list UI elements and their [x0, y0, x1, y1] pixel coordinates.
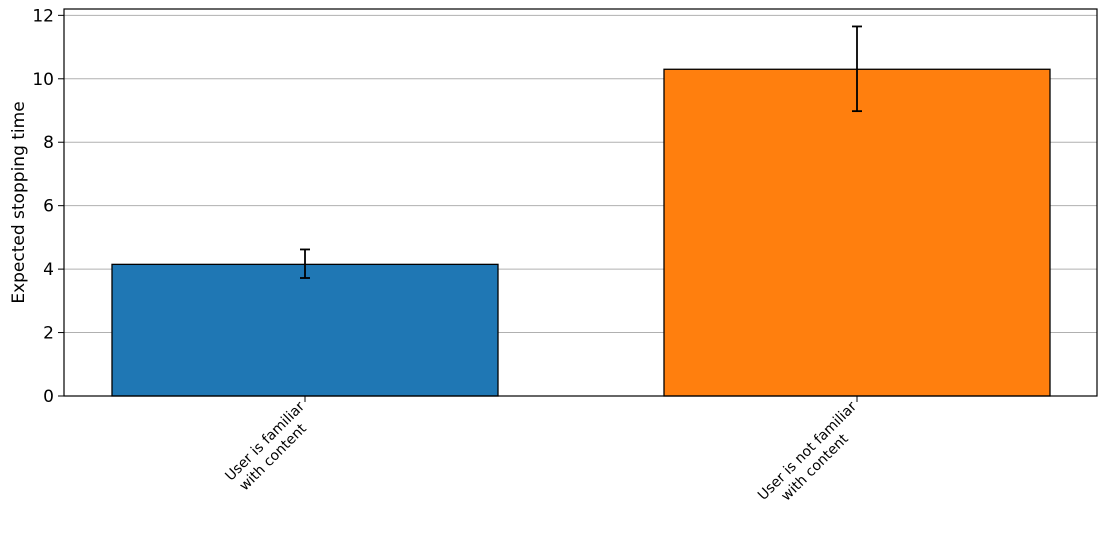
y-tick-label: 12 [32, 6, 54, 26]
x-tick-label-line: User is not familiar [755, 399, 860, 504]
y-tick-label: 10 [32, 70, 54, 90]
bars-group [111, 68, 1051, 397]
error-bars-group [300, 25, 862, 279]
y-axis-title: Expected stopping time [9, 101, 29, 303]
plot-frame [63, 8, 1098, 397]
y-axis: 0 2 4 6 8 10 12 [32, 6, 64, 407]
bar-1 [111, 263, 499, 397]
y-tick-label: 8 [43, 133, 54, 153]
y-tick-label: 4 [43, 260, 54, 280]
error-bar-2 [852, 25, 862, 113]
y-tick-label: 6 [43, 197, 54, 217]
bar-2 [663, 68, 1051, 397]
y-tick-label: 2 [43, 324, 54, 344]
error-bar-1 [300, 248, 310, 279]
y-tick-label: 0 [43, 387, 54, 407]
